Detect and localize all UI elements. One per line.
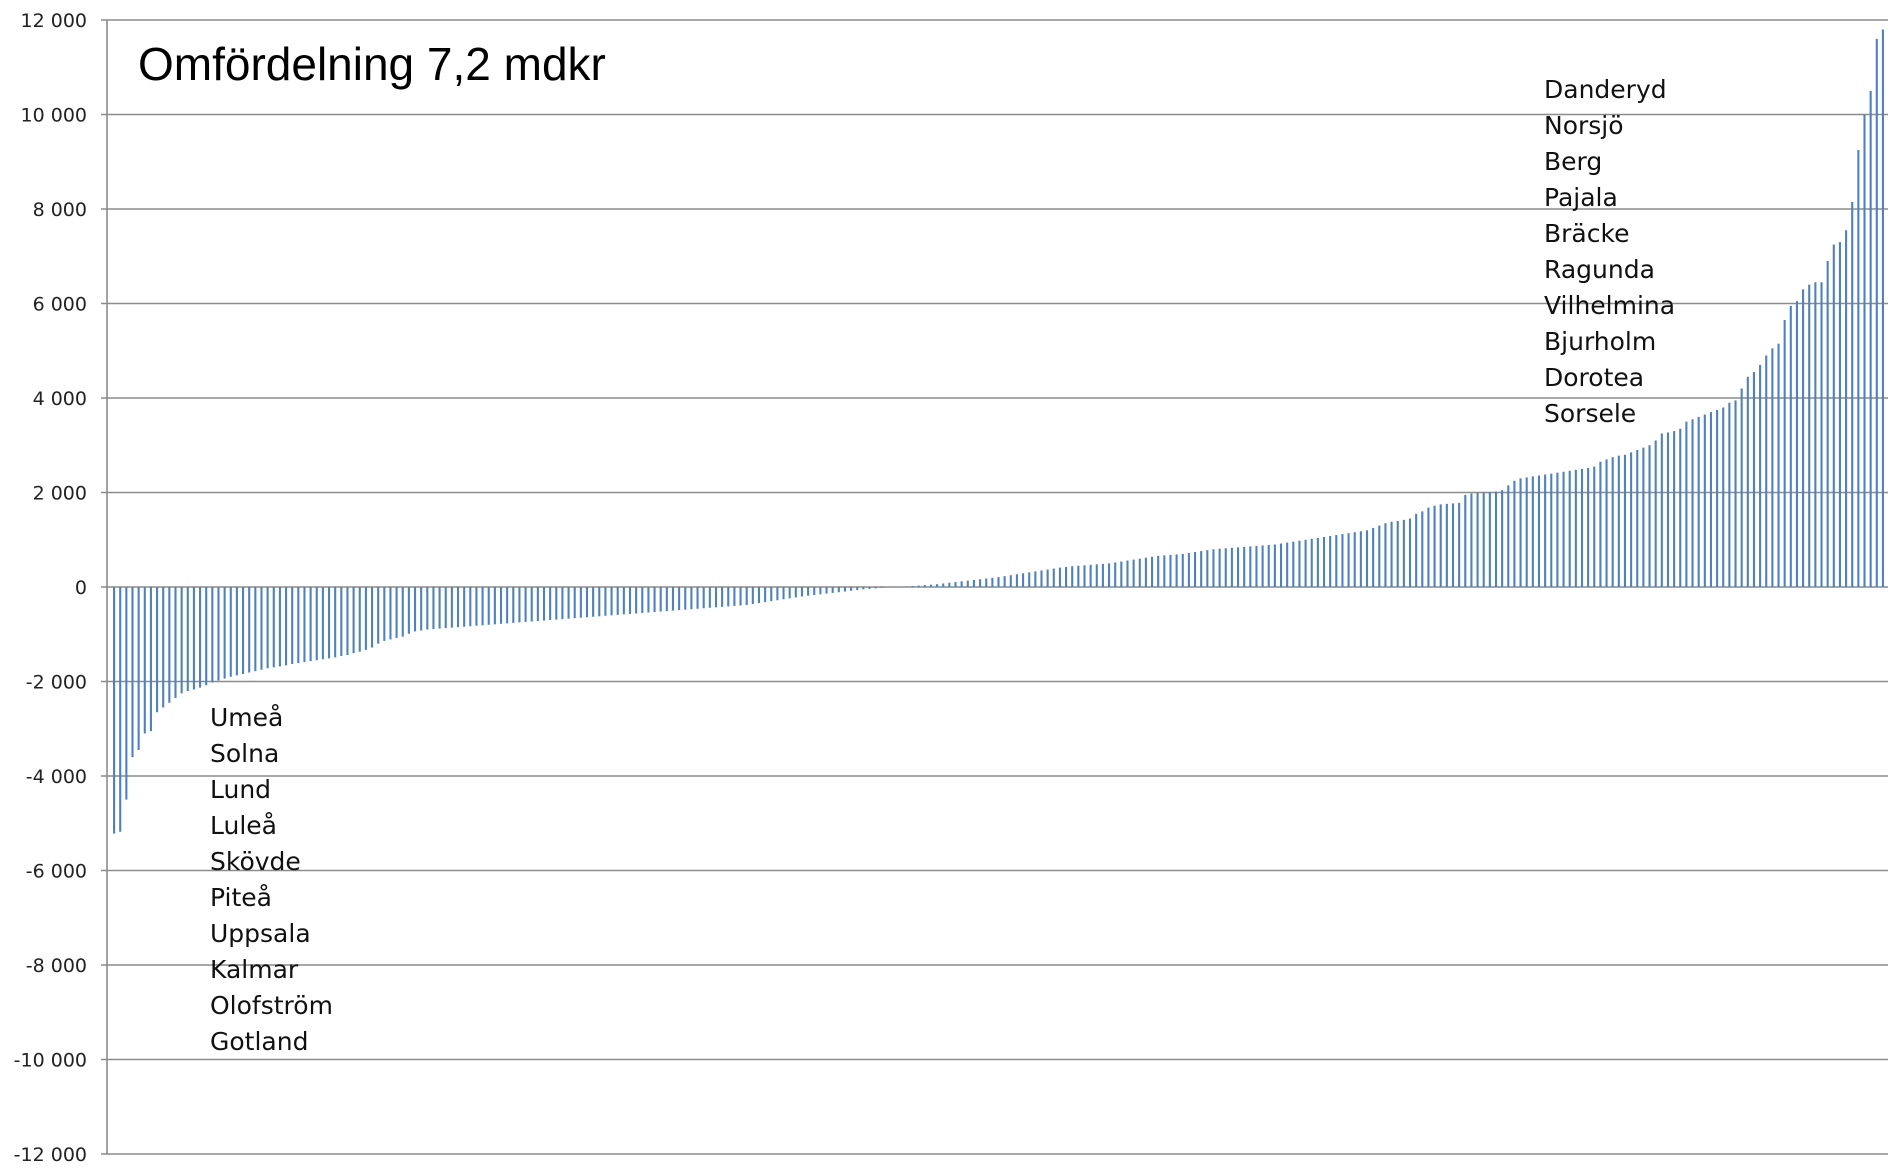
annotation-label: Sorsele — [1544, 399, 1636, 428]
annotation-label: Luleå — [210, 811, 277, 840]
annotation-label: Skövde — [210, 847, 301, 876]
annotation-label: Gotland — [210, 1027, 308, 1056]
annotation-label: Norsjö — [1544, 111, 1624, 140]
annotation-label: Vilhelmina — [1544, 291, 1675, 320]
y-tick-label: -10 000 — [14, 1050, 87, 1072]
y-tick-label: 6 000 — [33, 294, 87, 316]
annotation-label: Solna — [210, 739, 279, 768]
annotation-label: Piteå — [210, 883, 272, 912]
annotation-label: Ragunda — [1544, 255, 1655, 284]
annotation-label: Bjurholm — [1544, 327, 1656, 356]
y-tick-label: -2 000 — [26, 672, 87, 694]
y-tick-label: -4 000 — [26, 766, 87, 788]
annotation-label: Pajala — [1544, 183, 1618, 212]
y-tick-label: -8 000 — [26, 955, 87, 977]
top-annotation-list: Danderyd Norsjö Berg Pajala Bräcke Ragunda Vil… — [1544, 75, 1675, 428]
y-tick-label: -6 000 — [26, 861, 87, 883]
y-tick-label: 8 000 — [33, 199, 87, 221]
y-tick-label: 0 — [75, 577, 87, 599]
chart-title: Omfördelning 7,2 mdkr — [138, 38, 606, 90]
annotation-label: Uppsala — [210, 919, 311, 948]
y-tick-label: 2 000 — [33, 483, 87, 505]
annotation-label: Lund — [210, 775, 271, 804]
bars — [113, 29, 1884, 834]
annotation-label: Dorotea — [1544, 363, 1644, 392]
annotation-label: Danderyd — [1544, 75, 1667, 104]
bottom-annotation-list: Umeå Solna Lund Luleå Skövde Piteå Uppsala Kalm… — [210, 703, 333, 1056]
annotation-label: Umeå — [210, 703, 283, 732]
gridlines — [101, 19, 1888, 1155]
annotation-label: Olofström — [210, 991, 333, 1020]
y-axis-tick-labels: 12 000 10 000 8 000 6 000 4 000 2 000 0 -2 000 -… — [14, 10, 87, 1166]
y-tick-label: 4 000 — [33, 388, 87, 410]
annotation-label: Kalmar — [210, 955, 299, 984]
y-tick-label: -12 000 — [14, 1144, 87, 1166]
annotation-label: Bräcke — [1544, 219, 1629, 248]
annotation-label: Berg — [1544, 147, 1602, 176]
y-tick-label: 10 000 — [21, 105, 87, 127]
y-tick-label: 12 000 — [21, 10, 87, 32]
